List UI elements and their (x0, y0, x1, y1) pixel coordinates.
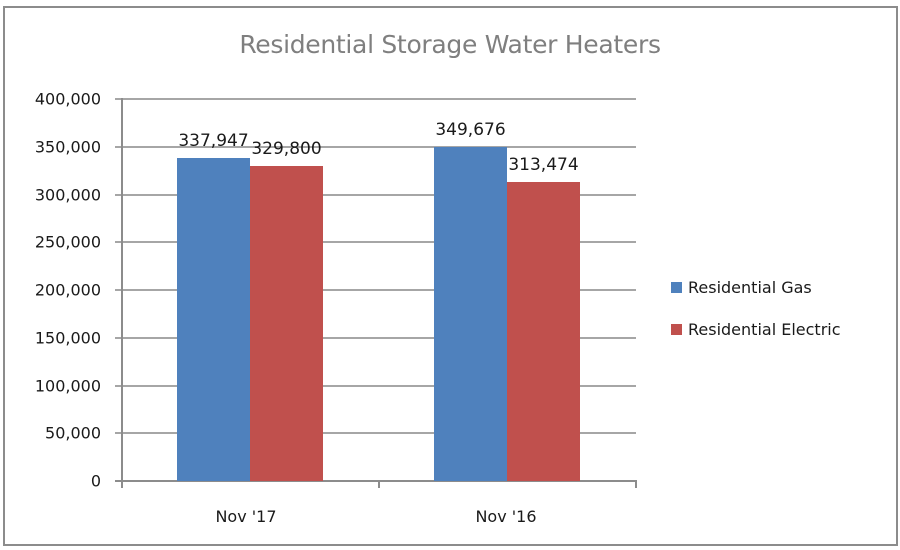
gridline (115, 145, 636, 148)
legend-label-electric: Residential Electric (688, 320, 841, 339)
x-label-nov-16: Nov '16 (475, 507, 537, 526)
y-tick-label: 100,000 (34, 376, 101, 395)
chart-title: Residential Storage Water Heaters (239, 30, 661, 59)
data-label: 313,474 (508, 154, 579, 175)
y-tick-label: 300,000 (34, 185, 101, 204)
legend-item-gas: Residential Gas (671, 278, 812, 297)
y-tick-label: 350,000 (34, 137, 101, 157)
bar-electric-1 (507, 181, 580, 481)
y-tick-label: 400,000 (34, 89, 101, 109)
gridline (115, 98, 636, 100)
bar-gas-1 (434, 147, 507, 481)
data-label: 349,676 (435, 120, 506, 141)
x-axis-tick (121, 481, 123, 488)
y-tick-label: 50,000 (45, 423, 101, 443)
gridline (115, 432, 636, 435)
gridline (115, 384, 636, 387)
bar-electric-0 (250, 166, 323, 481)
y-axis (121, 98, 123, 488)
y-tick-label: 250,000 (34, 232, 101, 252)
x-label-nov-17: Nov '17 (215, 507, 277, 526)
legend-item-electric: Residential Electric (671, 320, 841, 339)
legend-label-gas: Residential Gas (688, 278, 812, 297)
x-axis-tick (635, 481, 637, 488)
bar-gas-0 (177, 158, 250, 481)
gridline (115, 193, 636, 196)
gridline (115, 241, 636, 244)
y-tick-label: 200,000 (34, 280, 101, 300)
y-tick-label: 0 (90, 471, 101, 491)
gridline (115, 289, 636, 291)
x-axis-tick (378, 481, 380, 488)
data-label: 337,947 (178, 131, 249, 152)
gridline (115, 336, 636, 339)
legend-swatch-electric-icon (671, 324, 682, 335)
y-axis-tick (115, 480, 122, 482)
y-tick-label: 150,000 (34, 328, 101, 348)
data-label: 329,800 (251, 139, 322, 160)
legend-swatch-gas-icon (671, 282, 682, 293)
